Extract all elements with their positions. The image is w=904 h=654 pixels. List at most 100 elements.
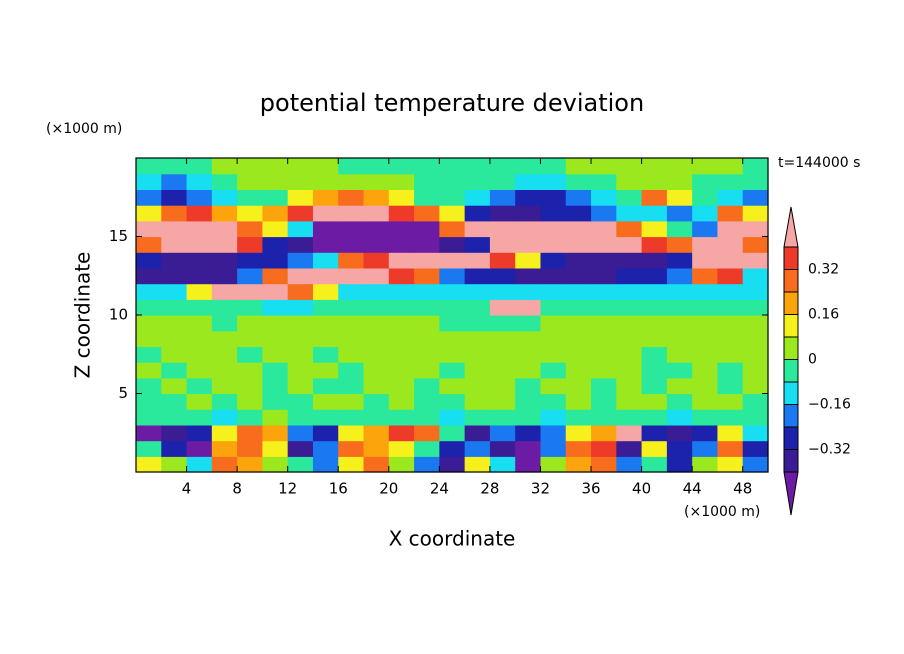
contour-cell — [565, 189, 592, 206]
contour-cell — [262, 409, 289, 426]
x-tick-label: 48 — [733, 480, 752, 498]
contour-cell — [312, 173, 339, 190]
contour-cell — [515, 220, 542, 238]
contour-cell — [136, 346, 162, 363]
contour-cell — [388, 424, 415, 442]
contour-cell — [388, 173, 415, 190]
contour-cell — [363, 315, 390, 332]
contour-cell — [287, 330, 314, 347]
contour-cell — [186, 315, 213, 332]
contour-cell — [540, 205, 567, 222]
contour-cell — [742, 173, 769, 190]
contour-cell — [262, 377, 289, 395]
contour-cell — [262, 236, 289, 253]
contour-cell — [287, 346, 314, 363]
x-unit: (×1000 m) — [684, 504, 760, 520]
contour-cell — [161, 236, 188, 253]
contour-cell — [136, 409, 162, 426]
contour-cell — [186, 377, 213, 395]
contour-cell — [312, 440, 339, 457]
contour-cell — [540, 283, 567, 300]
contour-cell — [161, 330, 188, 347]
contour-cell — [287, 189, 314, 206]
contour-cell — [161, 205, 188, 222]
contour-cell — [237, 299, 263, 316]
contour-cell — [414, 409, 440, 426]
contour-cell — [186, 283, 213, 300]
contour-cell — [616, 346, 643, 363]
contour-cell — [363, 362, 390, 379]
contour-cell — [692, 252, 719, 269]
contour-cell — [515, 346, 542, 363]
contour-cell — [717, 252, 744, 269]
contour-cell — [464, 158, 491, 175]
contour-cell — [591, 330, 617, 347]
contour-cell — [262, 267, 289, 285]
contour-cell — [439, 377, 466, 395]
contour-cell — [641, 158, 668, 175]
contour-cell — [287, 252, 314, 269]
contour-cell — [439, 409, 466, 426]
contour-cell — [591, 158, 617, 175]
contour-cell — [414, 205, 440, 222]
contour-cell — [338, 424, 365, 442]
x-axis-title: X coordinate — [389, 527, 516, 551]
contour-cell — [464, 299, 491, 316]
contour-cell — [489, 220, 516, 238]
y-unit: (×1000 m) — [46, 121, 122, 137]
contour-cell — [237, 252, 263, 269]
contour-cell — [338, 377, 365, 395]
contour-cell — [616, 409, 643, 426]
contour-cell — [287, 299, 314, 316]
contour-cell — [515, 409, 542, 426]
contour-cell — [464, 440, 491, 457]
contour-cell — [540, 315, 567, 332]
contour-cell — [136, 189, 162, 206]
contour-cell — [742, 267, 769, 285]
contour-cell — [616, 440, 643, 457]
contour-cell — [515, 267, 542, 285]
contour-cell — [641, 189, 668, 206]
contour-cell — [136, 220, 162, 238]
contour-cell — [211, 236, 238, 253]
contour-cell — [161, 189, 188, 206]
contour-cell — [464, 252, 491, 269]
colorbar-tick-label: 0.32 — [808, 262, 839, 278]
contour-cell — [136, 267, 162, 285]
contour-cell — [464, 377, 491, 395]
contour-cell — [616, 220, 643, 238]
contour-cell — [591, 409, 617, 426]
contour-cell — [439, 189, 466, 206]
contour-cell — [641, 440, 668, 457]
contour-cell — [515, 189, 542, 206]
contour-cell — [692, 220, 719, 238]
contour-cell — [540, 346, 567, 363]
contour-cell — [338, 315, 365, 332]
contour-cell — [414, 283, 440, 300]
contour-cell — [312, 283, 339, 300]
contour-cell — [338, 440, 365, 457]
contour-cell — [641, 252, 668, 269]
contour-cell — [312, 205, 339, 222]
contour-cell — [641, 205, 668, 222]
contour-cell — [439, 330, 466, 347]
contour-cell — [692, 330, 719, 347]
contour-cell — [591, 189, 617, 206]
colorbar-box — [783, 269, 799, 293]
contour-cell — [439, 440, 466, 457]
contour-cell — [717, 205, 744, 222]
contour-cell — [262, 456, 289, 473]
contour-cell — [338, 346, 365, 363]
contour-cell — [363, 440, 390, 457]
contour-cell — [616, 456, 643, 473]
contour-cell — [565, 283, 592, 300]
contour-cell — [666, 377, 693, 395]
contour-cell — [540, 220, 567, 238]
contour-cell — [161, 283, 188, 300]
contour-cell — [464, 205, 491, 222]
contour-cell — [439, 393, 466, 410]
contour-cell — [312, 377, 339, 395]
contour-cell — [565, 205, 592, 222]
contour-cell — [287, 315, 314, 332]
contour-cell — [591, 299, 617, 316]
